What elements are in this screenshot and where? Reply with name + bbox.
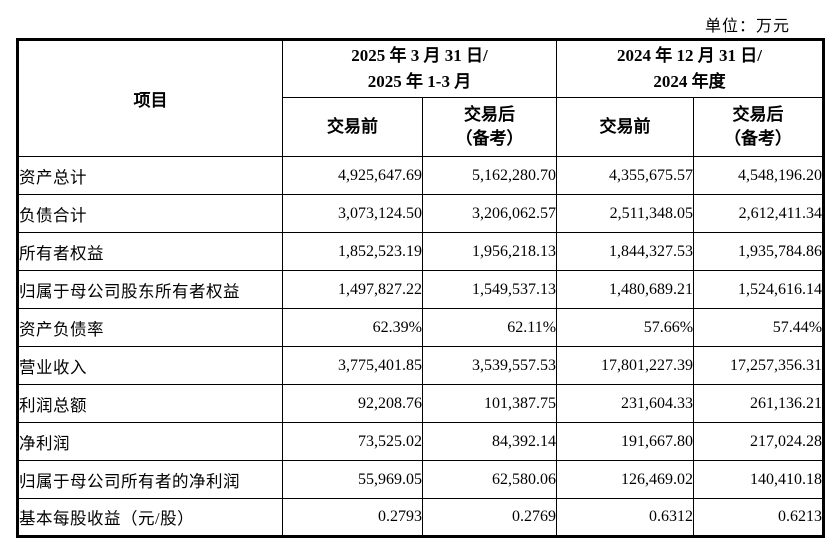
value-cell: 92,208.76: [282, 384, 423, 423]
row-label: 营业收入: [17, 346, 283, 385]
value-cell: 1,852,523.19: [282, 232, 423, 271]
period-2025-line1: 2025 年 3 月 31 日/: [351, 46, 488, 65]
table-row: 所有者权益 1,852,523.19 1,956,218.13 1,844,32…: [17, 232, 825, 271]
table-row: 负债合计 3,073,124.50 3,206,062.57 2,511,348…: [17, 194, 825, 233]
value-cell: 1,524,616.14: [693, 270, 825, 309]
value-cell: 73,525.02: [282, 422, 423, 461]
period-2025-line2: 2025 年 1-3 月: [367, 72, 472, 91]
value-cell: 140,410.18: [693, 460, 825, 499]
item-column-header: 项目: [17, 39, 283, 157]
row-label: 净利润: [17, 422, 283, 461]
value-cell: 1,935,784.86: [693, 232, 825, 271]
value-cell: 3,775,401.85: [282, 346, 423, 385]
period-header-2025: 2025 年 3 月 31 日/ 2025 年 1-3 月: [281, 39, 558, 98]
row-label: 基本每股收益（元/股）: [17, 498, 283, 537]
table-row: 利润总额 92,208.76 101,387.75 231,604.33 261…: [17, 384, 825, 423]
value-cell: 261,136.21: [693, 384, 825, 423]
value-cell: 1,497,827.22: [282, 270, 423, 309]
value-cell: 4,355,675.57: [556, 156, 695, 195]
value-cell: 4,925,647.69: [282, 156, 423, 195]
table-row: 归属于母公司所有者的净利润 55,969.05 62,580.06 126,46…: [17, 460, 825, 499]
post-deal-2024-line2: （备考）: [724, 129, 793, 148]
post-deal-2024-line1: 交易后: [732, 105, 784, 124]
value-cell: 191,667.80: [556, 422, 695, 461]
unit-label: 单位：万元: [704, 18, 790, 35]
value-cell: 62.11%: [421, 308, 558, 347]
row-label: 所有者权益: [17, 232, 283, 271]
value-cell: 2,612,411.34: [693, 194, 825, 233]
value-cell: 55,969.05: [282, 460, 423, 499]
table-row: 基本每股收益（元/股） 0.2793 0.2769 0.6312 0.6213: [17, 498, 825, 537]
value-cell: 0.6213: [693, 498, 825, 537]
table-row: 净利润 73,525.02 84,392.14 191,667.80 217,0…: [17, 422, 825, 461]
value-cell: 57.44%: [693, 308, 825, 347]
row-label: 归属于母公司所有者的净利润: [17, 460, 283, 499]
header-sub-row: 交易前 交易后 （备考） 交易前 交易后 （备考）: [18, 97, 825, 157]
value-cell: 57.66%: [556, 308, 695, 347]
value-cell: 0.2769: [421, 498, 558, 537]
value-cell: 0.6312: [556, 498, 695, 537]
value-cell: 2,511,348.05: [556, 194, 695, 233]
post-deal-2025-line2: （备考）: [455, 129, 524, 148]
value-cell: 101,387.75: [421, 384, 558, 423]
value-cell: 3,206,062.57: [421, 194, 558, 233]
pre-deal-header-2024: 交易前: [556, 97, 695, 157]
table-row: 营业收入 3,775,401.85 3,539,557.53 17,801,22…: [17, 346, 825, 385]
table-row: 资产负债率 62.39% 62.11% 57.66% 57.44%: [17, 308, 825, 347]
period-2024-line2: 2024 年度: [653, 72, 726, 91]
row-label: 负债合计: [17, 194, 283, 233]
table-row: 归属于母公司股东所有者权益 1,497,827.22 1,549,537.13 …: [17, 270, 825, 309]
pre-deal-header-2025: 交易前: [282, 97, 423, 157]
value-cell: 17,801,227.39: [556, 346, 695, 385]
value-cell: 62,580.06: [421, 460, 558, 499]
period-header-2024: 2024 年 12 月 31 日/ 2024 年度: [556, 39, 825, 98]
row-label: 资产总计: [17, 156, 283, 195]
post-deal-header-2025: 交易后 （备考）: [421, 97, 558, 157]
value-cell: 5,162,280.70: [421, 156, 558, 195]
post-deal-2025-line1: 交易后: [464, 105, 515, 124]
value-cell: 1,549,537.13: [421, 270, 558, 309]
table-row: 资产总计 4,925,647.69 5,162,280.70 4,355,675…: [17, 156, 825, 195]
value-cell: 126,469.02: [556, 460, 695, 499]
value-cell: 1,956,218.13: [421, 232, 558, 271]
value-cell: 84,392.14: [421, 422, 558, 461]
value-cell: 62.39%: [282, 308, 423, 347]
period-2024-line1: 2024 年 12 月 31 日/: [617, 46, 763, 65]
value-cell: 3,539,557.53: [421, 346, 558, 385]
value-cell: 4,548,196.20: [693, 156, 825, 195]
value-cell: 17,257,356.31: [693, 346, 825, 385]
row-label: 资产负债率: [17, 308, 283, 347]
row-label: 归属于母公司股东所有者权益: [17, 270, 283, 309]
row-label: 利润总额: [17, 384, 283, 423]
value-cell: 217,024.28: [693, 422, 825, 461]
financial-summary-table: 项目 2025 年 3 月 31 日/ 2025 年 1-3 月 2024 年 …: [16, 38, 826, 538]
header-group-row: 项目 2025 年 3 月 31 日/ 2025 年 1-3 月 2024 年 …: [17, 39, 825, 157]
value-cell: 1,844,327.53: [556, 232, 695, 271]
value-cell: 1,480,689.21: [556, 270, 695, 309]
value-cell: 231,604.33: [556, 384, 695, 423]
value-cell: 3,073,124.50: [282, 194, 423, 233]
value-cell: 0.2793: [282, 498, 423, 537]
post-deal-header-2024: 交易后 （备考）: [693, 97, 825, 157]
